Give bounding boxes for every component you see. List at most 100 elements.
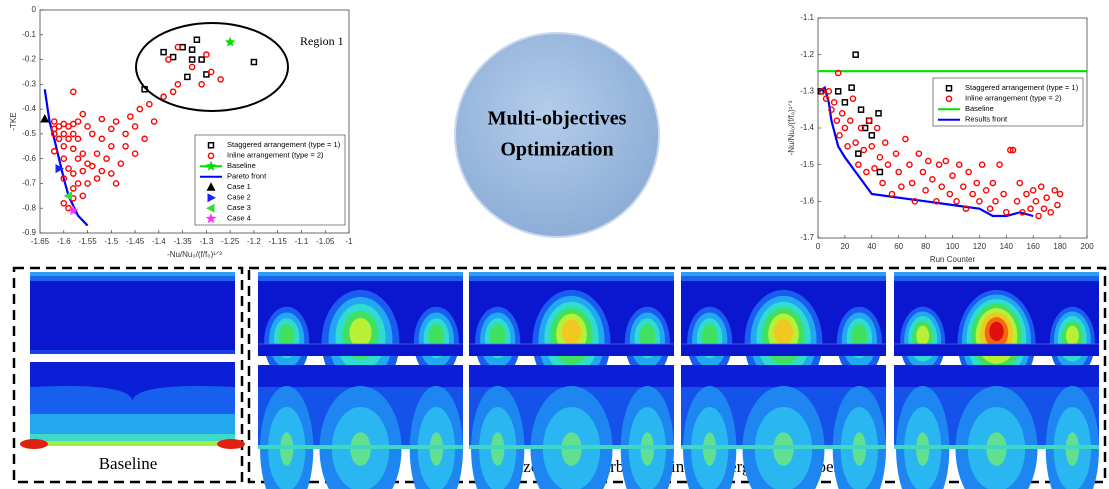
y-tick-label: -1.5 <box>800 160 814 169</box>
contour-band <box>258 272 463 276</box>
point <box>875 110 882 117</box>
point <box>834 69 842 77</box>
temp-floor <box>469 445 674 449</box>
legend-label: Inline arrangement (type = 2) <box>227 151 324 160</box>
y-tick-label: 0 <box>32 5 37 14</box>
point <box>55 164 65 174</box>
point <box>98 115 106 123</box>
contour-bg <box>30 272 235 354</box>
x-tick-label: -1.3 <box>199 237 213 246</box>
point <box>84 123 91 130</box>
point <box>1009 146 1017 154</box>
point <box>69 130 77 138</box>
series-line <box>43 89 89 227</box>
point <box>79 192 87 200</box>
x-tick-label: 100 <box>946 242 960 251</box>
point <box>69 145 77 153</box>
point <box>74 118 82 125</box>
point <box>174 81 182 88</box>
point <box>1003 209 1010 216</box>
point <box>846 117 854 124</box>
contour-blob <box>428 323 445 349</box>
legend-label: Inline arrangement (type = 2) <box>965 94 1062 103</box>
contour-blob <box>639 323 656 349</box>
x-tick-label: -1.65 <box>31 237 50 246</box>
x-tick-label: -1.55 <box>78 237 97 246</box>
point <box>122 130 129 138</box>
legend-marker <box>945 95 953 103</box>
point <box>898 183 905 190</box>
y-tick-label: -0.9 <box>22 228 36 237</box>
point <box>849 95 857 102</box>
legend-label: Pareto front <box>227 172 267 181</box>
y-tick-label: -1.4 <box>800 123 814 132</box>
x-tick-label: -1.25 <box>221 237 240 246</box>
x-tick-label: -1.05 <box>316 237 335 246</box>
y-axis-label: -TKE <box>9 112 18 130</box>
temp-floor <box>258 445 463 449</box>
point <box>924 157 932 165</box>
point <box>79 110 87 118</box>
point <box>198 56 205 63</box>
legend-marker <box>206 203 215 213</box>
y-tick-label: -1.2 <box>800 50 814 59</box>
point <box>855 150 862 157</box>
x-axis-label: -Nu/Nu₀/(f/f₀)¹ᐟ³ <box>167 250 222 259</box>
point <box>184 73 191 81</box>
point <box>63 191 73 201</box>
point <box>933 198 940 205</box>
legend-marker <box>945 85 953 92</box>
contour-band <box>469 272 674 276</box>
point <box>1040 205 1048 212</box>
point <box>74 135 82 143</box>
point <box>69 170 77 177</box>
y-tick-label: -0.1 <box>22 30 36 39</box>
point <box>868 132 876 139</box>
point <box>50 118 58 125</box>
y-tick-label: -1.7 <box>800 233 814 242</box>
point <box>902 135 909 143</box>
point <box>250 58 258 66</box>
point <box>873 124 881 132</box>
point <box>169 88 177 96</box>
point <box>98 167 106 175</box>
point <box>74 180 82 187</box>
x-tick-label: 140 <box>1000 242 1014 251</box>
point <box>60 142 68 150</box>
x-tick-label: 60 <box>894 242 903 251</box>
point <box>112 118 120 125</box>
temp-band <box>30 441 235 446</box>
point <box>959 183 967 190</box>
point <box>112 180 120 187</box>
point <box>996 161 1003 168</box>
point <box>93 175 101 182</box>
point <box>188 46 196 53</box>
point <box>1029 187 1037 194</box>
point <box>193 36 201 43</box>
point <box>884 161 892 168</box>
point <box>852 139 859 146</box>
optimized-frame <box>247 266 1107 484</box>
point <box>69 88 77 96</box>
point <box>838 110 846 117</box>
contour-blob <box>774 319 793 345</box>
contour-floor <box>681 344 886 356</box>
baseline-label: Baseline <box>99 454 158 473</box>
point <box>108 125 115 133</box>
center-label: Multi-objectives <box>488 108 627 130</box>
x-axis-label: Run Counter <box>930 255 976 264</box>
contour-band <box>258 272 463 281</box>
point <box>911 198 919 205</box>
point <box>131 150 139 158</box>
point <box>860 146 868 154</box>
point <box>962 205 970 212</box>
point <box>881 139 889 146</box>
x-tick-label: 180 <box>1053 242 1067 251</box>
x-tick-label: 40 <box>867 242 876 251</box>
contour-blob <box>851 323 868 349</box>
point <box>908 179 916 187</box>
annotation: Region 1 <box>300 34 344 48</box>
contour-band <box>894 272 1099 276</box>
y-tick-label: -1.1 <box>800 13 814 22</box>
point <box>973 179 981 187</box>
